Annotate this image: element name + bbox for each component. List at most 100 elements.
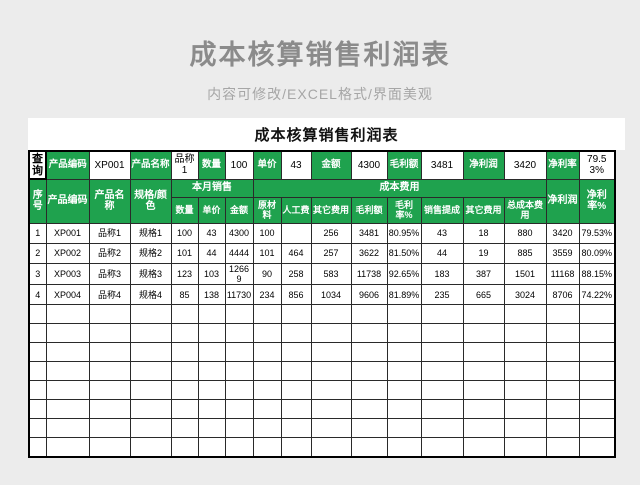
empty-cell[interactable] xyxy=(28,437,47,458)
empty-cell[interactable] xyxy=(45,380,90,401)
query-value-quantity[interactable]: 100 xyxy=(224,150,254,180)
empty-cell[interactable] xyxy=(578,399,616,420)
empty-cell[interactable] xyxy=(252,342,282,363)
empty-cell[interactable] xyxy=(310,304,352,325)
cell[interactable]: 11738 xyxy=(350,262,388,286)
empty-cell[interactable] xyxy=(129,342,172,363)
empty-cell[interactable] xyxy=(310,323,352,344)
cell[interactable]: 44 xyxy=(197,242,226,264)
cell[interactable]: 规格4 xyxy=(129,284,172,306)
empty-cell[interactable] xyxy=(197,304,226,325)
empty-cell[interactable] xyxy=(310,437,352,458)
empty-cell[interactable] xyxy=(224,323,254,344)
empty-cell[interactable] xyxy=(386,399,422,420)
empty-cell[interactable] xyxy=(503,437,547,458)
cell[interactable]: 4444 xyxy=(224,242,254,264)
empty-cell[interactable] xyxy=(197,380,226,401)
empty-cell[interactable] xyxy=(224,342,254,363)
cell[interactable]: 品称2 xyxy=(88,242,131,264)
empty-cell[interactable] xyxy=(252,304,282,325)
empty-cell[interactable] xyxy=(280,380,312,401)
query-value-unit-price[interactable]: 43 xyxy=(280,150,312,180)
empty-cell[interactable] xyxy=(197,323,226,344)
empty-cell[interactable] xyxy=(578,361,616,382)
cell[interactable]: 4300 xyxy=(224,222,254,244)
empty-cell[interactable] xyxy=(129,304,172,325)
empty-cell[interactable] xyxy=(28,323,47,344)
cell[interactable]: 11168 xyxy=(545,262,580,286)
empty-cell[interactable] xyxy=(462,304,505,325)
empty-cell[interactable] xyxy=(545,342,580,363)
cell[interactable]: 19 xyxy=(462,242,505,264)
query-button[interactable]: 查询 xyxy=(28,150,47,180)
empty-cell[interactable] xyxy=(280,399,312,420)
empty-cell[interactable] xyxy=(280,437,312,458)
cell[interactable]: 3420 xyxy=(545,222,580,244)
cell[interactable]: 1501 xyxy=(503,262,547,286)
empty-cell[interactable] xyxy=(310,380,352,401)
cell[interactable]: 387 xyxy=(462,262,505,286)
empty-cell[interactable] xyxy=(45,399,90,420)
cell[interactable]: XP001 xyxy=(45,222,90,244)
empty-cell[interactable] xyxy=(386,361,422,382)
cell[interactable]: 583 xyxy=(310,262,352,286)
empty-cell[interactable] xyxy=(28,304,47,325)
empty-cell[interactable] xyxy=(545,304,580,325)
empty-cell[interactable] xyxy=(462,342,505,363)
empty-cell[interactable] xyxy=(386,437,422,458)
empty-cell[interactable] xyxy=(545,399,580,420)
cell[interactable]: 74.22% xyxy=(578,284,616,306)
empty-cell[interactable] xyxy=(350,399,388,420)
empty-cell[interactable] xyxy=(420,437,464,458)
query-value-product-name[interactable]: 品称1 xyxy=(170,150,199,180)
empty-cell[interactable] xyxy=(88,361,131,382)
empty-cell[interactable] xyxy=(386,323,422,344)
empty-cell[interactable] xyxy=(545,418,580,439)
empty-cell[interactable] xyxy=(170,380,199,401)
cell[interactable]: 4 xyxy=(28,284,47,306)
empty-cell[interactable] xyxy=(503,323,547,344)
cell[interactable]: 规格2 xyxy=(129,242,172,264)
cell[interactable]: 90 xyxy=(252,262,282,286)
empty-cell[interactable] xyxy=(462,399,505,420)
empty-cell[interactable] xyxy=(420,342,464,363)
empty-cell[interactable] xyxy=(310,399,352,420)
cell[interactable]: 2 xyxy=(28,242,47,264)
empty-cell[interactable] xyxy=(350,323,388,344)
empty-cell[interactable] xyxy=(224,399,254,420)
empty-cell[interactable] xyxy=(252,380,282,401)
empty-cell[interactable] xyxy=(462,418,505,439)
cell[interactable]: 138 xyxy=(197,284,226,306)
cell[interactable]: 11730 xyxy=(224,284,254,306)
empty-cell[interactable] xyxy=(28,399,47,420)
empty-cell[interactable] xyxy=(224,437,254,458)
cell[interactable]: 79.53% xyxy=(578,222,616,244)
cell[interactable]: 464 xyxy=(280,242,312,264)
empty-cell[interactable] xyxy=(280,361,312,382)
empty-cell[interactable] xyxy=(503,380,547,401)
empty-cell[interactable] xyxy=(197,361,226,382)
cell[interactable]: 3559 xyxy=(545,242,580,264)
cell[interactable]: 3481 xyxy=(350,222,388,244)
empty-cell[interactable] xyxy=(252,361,282,382)
empty-cell[interactable] xyxy=(252,323,282,344)
empty-cell[interactable] xyxy=(88,304,131,325)
empty-cell[interactable] xyxy=(280,418,312,439)
cell[interactable]: 80.09% xyxy=(578,242,616,264)
empty-cell[interactable] xyxy=(88,342,131,363)
empty-cell[interactable] xyxy=(350,437,388,458)
empty-cell[interactable] xyxy=(420,399,464,420)
query-value-amount[interactable]: 4300 xyxy=(350,150,388,180)
empty-cell[interactable] xyxy=(578,304,616,325)
empty-cell[interactable] xyxy=(350,380,388,401)
cell[interactable]: 43 xyxy=(420,222,464,244)
empty-cell[interactable] xyxy=(503,399,547,420)
cell[interactable]: 856 xyxy=(280,284,312,306)
query-value-net-margin[interactable]: 79.53% xyxy=(578,150,616,180)
cell[interactable]: 665 xyxy=(462,284,505,306)
cell[interactable]: 88.15% xyxy=(578,262,616,286)
empty-cell[interactable] xyxy=(224,361,254,382)
empty-cell[interactable] xyxy=(252,399,282,420)
cell[interactable]: 3 xyxy=(28,262,47,286)
empty-cell[interactable] xyxy=(503,418,547,439)
